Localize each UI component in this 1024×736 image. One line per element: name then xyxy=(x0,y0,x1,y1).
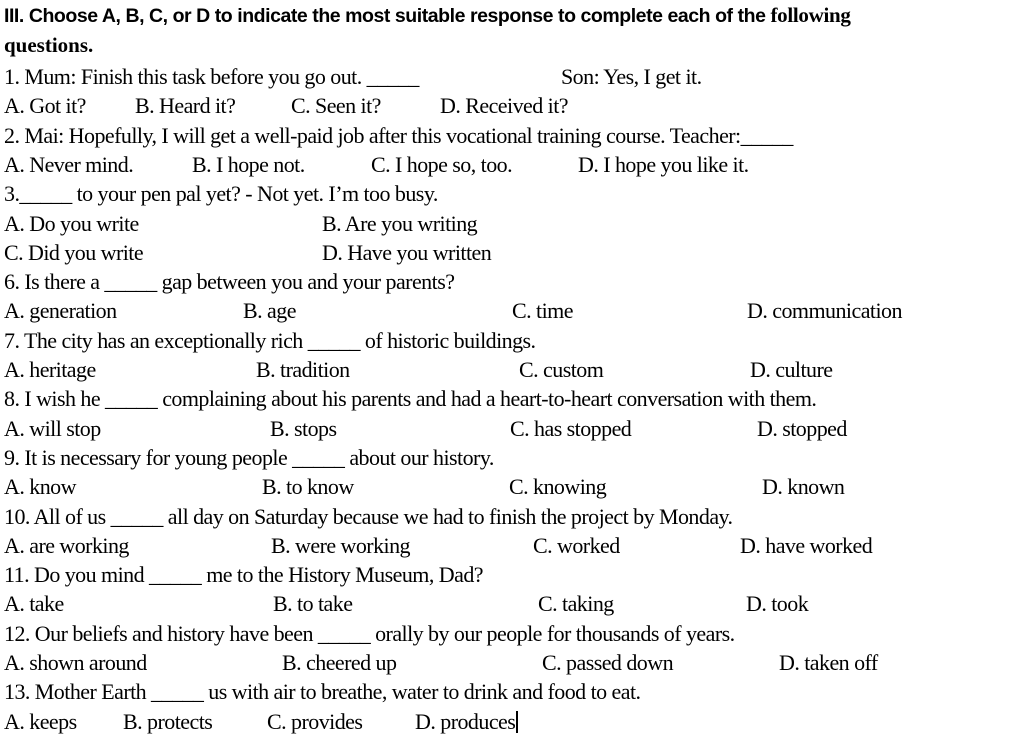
question-stem-line: 13. Mother Earth _____ us with air to br… xyxy=(0,677,1024,706)
answer-option[interactable]: D. Received it? xyxy=(440,93,569,119)
answer-option[interactable]: B. age xyxy=(243,298,296,324)
options-line: C. Did you write D. Have you written xyxy=(0,238,1024,267)
answer-option[interactable]: A. shown around xyxy=(4,650,147,675)
instructions-text: III. Choose A, B, C, or D to indicate th… xyxy=(4,5,771,27)
options-line: A. keeps B. protects C. provides D. produce… xyxy=(0,707,1024,736)
answer-option[interactable]: D. stopped xyxy=(757,415,847,441)
answer-option[interactable]: B. stops xyxy=(270,415,337,441)
instructions-line-1: III. Choose A, B, C, or D to indicate th… xyxy=(4,3,851,28)
instructions-line-2: questions. xyxy=(4,33,94,57)
options-line: A. shown around B. cheered up C. passed do… xyxy=(0,648,1024,677)
answer-option[interactable]: A. keeps xyxy=(4,708,77,734)
question-stem-line: 9. It is necessary for young people ____… xyxy=(0,443,1024,472)
question-stem-line: 7. The city has an exceptionally rich __… xyxy=(0,326,1024,355)
answer-option[interactable]: C. custom xyxy=(519,357,604,382)
answer-option[interactable]: C. passed down xyxy=(542,650,674,675)
answer-option[interactable]: B. Heard it? xyxy=(135,93,236,119)
answer-option[interactable]: B. I hope not. xyxy=(192,151,305,177)
answer-option[interactable]: B. to know xyxy=(262,474,354,500)
answer-option[interactable]: B. protects xyxy=(123,708,213,734)
question-stem: 10. All of us _____ all day on Saturday … xyxy=(4,503,733,529)
question-stem: 6. Is there a _____ gap between you and … xyxy=(4,269,455,295)
answer-option[interactable]: C. worked xyxy=(533,532,620,558)
answer-option[interactable]: B. to take xyxy=(273,591,353,617)
options-line: A. will stop B. stops C. has stopped D. sto… xyxy=(0,414,1024,443)
question-stem-line: 11. Do you mind _____ me to the History … xyxy=(0,560,1024,589)
answer-option[interactable]: D. known xyxy=(762,474,845,500)
options-line: A. know B. to know C. knowing D. known xyxy=(0,472,1024,501)
answer-option[interactable]: A. generation xyxy=(4,298,117,324)
question-stem: 3._____ to your pen pal yet? - Not yet. … xyxy=(4,181,438,207)
instructions-text-end: following xyxy=(770,3,851,27)
question-stem-line: 12. Our beliefs and history have been __… xyxy=(0,619,1024,648)
question-stem: 8. I wish he _____ complaining about his… xyxy=(4,386,817,412)
answer-option[interactable]: B. Are you writing xyxy=(322,210,478,236)
answer-option[interactable]: D. communication xyxy=(747,298,903,324)
options-line: A. heritage B. tradition C. custom D. cultu… xyxy=(0,355,1024,384)
options-line: A. are working B. were working C. worked D.… xyxy=(0,531,1024,560)
answer-option[interactable]: C. I hope so, too. xyxy=(371,151,513,177)
question-stem-line: 10. All of us _____ all day on Saturday … xyxy=(0,502,1024,531)
answer-option[interactable]: C. knowing xyxy=(509,474,607,500)
answer-option[interactable]: B. were working xyxy=(271,532,411,558)
options-line: A. generation B. age C. time D. communicati… xyxy=(0,296,1024,325)
answer-option[interactable]: D. have worked xyxy=(740,532,873,558)
answer-option[interactable]: D. culture xyxy=(750,357,833,382)
answer-option[interactable]: D. took xyxy=(746,591,809,617)
options-line: A. Never mind. B. I hope not. C. I hope so… xyxy=(0,150,1024,179)
answer-option[interactable]: B. tradition xyxy=(256,357,350,382)
answer-option[interactable]: D. taken off xyxy=(779,650,878,675)
answer-option[interactable]: C. taking xyxy=(538,591,614,617)
answer-option[interactable]: A. will stop xyxy=(4,415,101,441)
answer-option[interactable]: B. cheered up xyxy=(282,650,397,675)
answer-option[interactable]: C. time xyxy=(512,298,573,324)
question-stem-line: 1. Mum: Finish this task before you go o… xyxy=(0,62,1024,91)
text-cursor xyxy=(516,710,518,733)
question-stem-line: 3._____ to your pen pal yet? - Not yet. … xyxy=(0,179,1024,208)
answer-option[interactable]: D. produces xyxy=(415,707,518,736)
question-response: Son: Yes, I get it. xyxy=(561,64,702,89)
answer-option[interactable]: C. provides xyxy=(267,708,363,734)
answer-option[interactable]: A. know xyxy=(4,474,76,500)
question-stem-line: 8. I wish he _____ complaining about his… xyxy=(0,384,1024,413)
options-line: A. Do you write B. Are you writing xyxy=(0,209,1024,238)
answer-option[interactable]: C. Did you write xyxy=(4,239,144,265)
answer-option[interactable]: D. I hope you like it. xyxy=(578,151,749,177)
question-stem-line: 6. Is there a _____ gap between you and … xyxy=(0,267,1024,296)
options-line: A. take B. to take C. taking D. took xyxy=(0,589,1024,618)
answer-option[interactable]: D. Have you written xyxy=(322,239,492,265)
answer-option[interactable]: A. Do you write xyxy=(4,210,139,236)
answer-option[interactable]: A. Never mind. xyxy=(4,151,134,177)
answer-option[interactable]: C. Seen it? xyxy=(291,93,381,119)
question-stem: 13. Mother Earth _____ us with air to br… xyxy=(4,679,641,705)
question-stem: 1. Mum: Finish this task before you go o… xyxy=(4,64,419,89)
question-stem: 2. Mai: Hopefully, I will get a well-pai… xyxy=(4,122,793,148)
question-stem: 9. It is necessary for young people ____… xyxy=(4,444,494,470)
question-stem: 11. Do you mind _____ me to the History … xyxy=(4,562,484,588)
options-line: A. Got it? B. Heard it? C. Seen it? D. Rece… xyxy=(0,91,1024,120)
question-stem: 12. Our beliefs and history have been __… xyxy=(4,620,735,646)
question-stem-line: 2. Mai: Hopefully, I will get a well-pai… xyxy=(0,121,1024,150)
answer-option[interactable]: A. heritage xyxy=(4,357,96,382)
answer-option[interactable]: A. are working xyxy=(4,532,129,558)
answer-option[interactable]: A. take xyxy=(4,591,64,617)
question-stem: 7. The city has an exceptionally rich __… xyxy=(4,327,536,353)
answer-option[interactable]: A. Got it? xyxy=(4,93,86,119)
answer-option[interactable]: C. has stopped xyxy=(510,415,632,441)
